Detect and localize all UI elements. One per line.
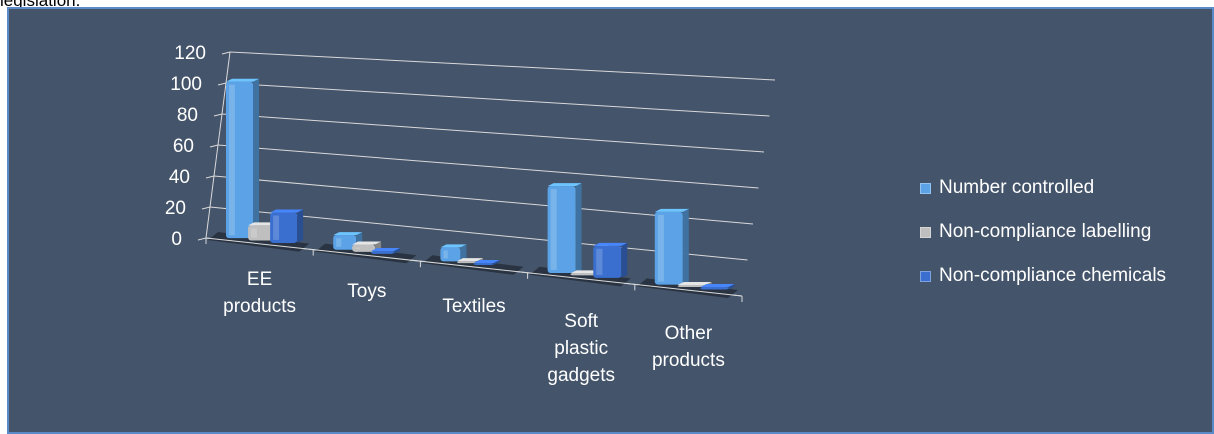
y-tick-label: 40 (169, 167, 190, 188)
bar (352, 241, 382, 252)
bar (593, 242, 628, 278)
legend-swatch-non-compliance-labelling (920, 226, 931, 238)
legend-item-non-compliance-chemicals: Non-compliance chemicals (920, 254, 1166, 298)
category-floor-shadow (422, 255, 524, 275)
y-tick-mark (201, 206, 211, 210)
gridline (217, 144, 759, 189)
legend-swatch-non-compliance-chemicals (920, 270, 931, 282)
y-tick-mark (221, 51, 231, 55)
gridline (225, 82, 770, 117)
y-tick-label: 0 (171, 229, 182, 250)
legend-swatch-number-controlled (920, 182, 931, 194)
category-label: Other products (651, 323, 725, 371)
y-tick-mark (205, 175, 215, 179)
category-label: Textiles (442, 296, 506, 317)
legend-label-number-controlled: Number controlled (939, 177, 1095, 198)
legend-item-non-compliance-labelling: Non-compliance labelling (920, 210, 1166, 254)
y-tick-label: 100 (170, 74, 202, 95)
legend-label-non-compliance-chemicals: Non-compliance chemicals (939, 265, 1167, 286)
category-label: Toys (347, 281, 387, 302)
gridline (229, 51, 776, 81)
y-tick-mark (213, 113, 223, 117)
y-tick-mark (217, 82, 227, 86)
y-tick-label: 60 (173, 136, 194, 157)
bar (270, 209, 304, 243)
bar (654, 208, 689, 285)
gridline (221, 113, 765, 153)
bar (547, 183, 582, 273)
legend: Number controlled Non-compliance labelli… (920, 166, 1166, 298)
bar (226, 78, 259, 239)
bar (473, 259, 500, 265)
y-tick-mark (209, 144, 219, 148)
bar (700, 283, 735, 290)
y-tick-label: 120 (174, 43, 206, 64)
bar (333, 232, 363, 250)
bar (457, 258, 483, 264)
category-label: EE products (223, 269, 297, 317)
y-tick-label: 20 (165, 198, 186, 219)
y-axis-line (205, 51, 231, 239)
category-label: Soft plastic gadgets (547, 311, 615, 386)
top-caption: legislation. (0, 0, 81, 10)
bar (677, 282, 712, 288)
x-axis-line (205, 237, 743, 297)
bar (371, 247, 401, 254)
bar (440, 244, 467, 262)
y-tick-mark (197, 237, 207, 241)
y-tick-label: 80 (177, 105, 198, 126)
legend-item-number-controlled: Number controlled (920, 166, 1166, 210)
legend-label-non-compliance-labelling: Non-compliance labelling (939, 221, 1152, 242)
